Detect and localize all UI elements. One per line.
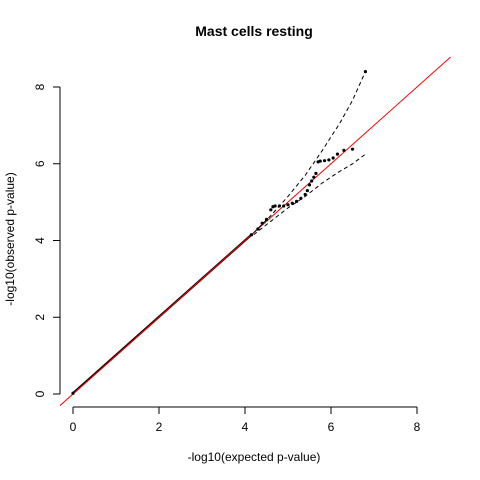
qq-point bbox=[312, 175, 316, 179]
x-tick-label: 2 bbox=[156, 420, 163, 434]
qq-point bbox=[322, 159, 327, 163]
x-tick-label: 4 bbox=[242, 420, 249, 434]
qq-point bbox=[256, 227, 260, 231]
qq-point bbox=[277, 204, 281, 208]
qq-point bbox=[71, 391, 75, 395]
qq-point bbox=[303, 192, 307, 197]
qq-point bbox=[350, 147, 355, 151]
y-tick-label: 4 bbox=[33, 237, 47, 244]
qq-point bbox=[310, 179, 314, 183]
confidence-upper-line bbox=[253, 71, 366, 234]
qq-point bbox=[327, 158, 331, 162]
qq-point bbox=[260, 221, 264, 225]
confidence-lower-line bbox=[253, 153, 366, 236]
qq-points bbox=[71, 70, 367, 395]
qq-point bbox=[331, 156, 335, 160]
qq-point bbox=[295, 199, 299, 203]
qq-point bbox=[307, 183, 312, 187]
qq-point bbox=[273, 204, 277, 208]
qq-point bbox=[335, 152, 340, 156]
qq-point bbox=[264, 217, 269, 221]
y-axis-label: -log10(observed p-value) bbox=[3, 172, 17, 305]
qq-point bbox=[286, 203, 290, 207]
x-tick-label: 8 bbox=[414, 420, 421, 434]
qq-point bbox=[314, 171, 318, 175]
qq-point bbox=[363, 70, 367, 74]
plot-region bbox=[60, 57, 452, 407]
x-tick-label: 0 bbox=[70, 420, 77, 434]
qq-point bbox=[249, 233, 254, 237]
y-tick-label: 0 bbox=[33, 390, 47, 397]
x-axis-label: -log10(expected p-value) bbox=[188, 450, 321, 464]
qq-point bbox=[290, 201, 294, 205]
x-ticks: 0 2 4 6 8 bbox=[70, 407, 421, 434]
qq-point bbox=[318, 159, 322, 163]
qq-point bbox=[305, 189, 309, 193]
qq-point bbox=[299, 196, 303, 200]
y-tick-label: 2 bbox=[33, 314, 47, 321]
qq-point bbox=[342, 148, 346, 152]
qq-point bbox=[269, 208, 273, 212]
chart-title: Mast cells resting bbox=[195, 23, 313, 39]
qq-point bbox=[282, 204, 286, 208]
x-tick-label: 6 bbox=[328, 420, 335, 434]
y-tick-label: 8 bbox=[33, 83, 47, 90]
y-tick-label: 6 bbox=[33, 160, 47, 167]
y-ticks: 0 2 4 6 8 bbox=[33, 83, 60, 397]
